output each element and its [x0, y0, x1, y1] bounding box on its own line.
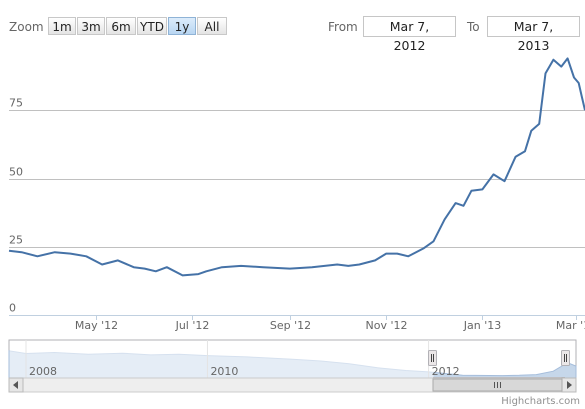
arrow-right-icon: [567, 381, 572, 389]
x-tick-label: Jan '13: [463, 319, 501, 332]
range-button-1y[interactable]: 1y: [168, 17, 196, 35]
scrollbar[interactable]: [8, 377, 577, 393]
range-button-1m[interactable]: 1m: [48, 17, 76, 35]
x-tick-label: Jul '12: [175, 319, 210, 332]
y-axis-labels: 0 25 50 75: [9, 97, 23, 315]
zoom-label: Zoom: [9, 20, 44, 34]
y-tick-label: 50: [9, 166, 23, 179]
range-selector: Zoom 1m 3m 6m YTD 1y All From Mar 7, 201…: [0, 0, 585, 53]
navigator-mask-left: [9, 340, 434, 378]
range-button-3m[interactable]: 3m: [77, 17, 105, 35]
to-label: To: [467, 20, 480, 34]
y-tick-label: 25: [9, 234, 23, 247]
arrow-left-icon: [13, 381, 18, 389]
navigator-handle-left[interactable]: [428, 350, 437, 366]
scrollbar-grip-icon: [494, 382, 501, 388]
range-button-6m[interactable]: 6m: [106, 17, 136, 35]
navigator-handle-right[interactable]: [561, 350, 570, 366]
navigator-year-labels: 2008 2010 2012: [25, 340, 460, 378]
y-tick-label: 0: [9, 302, 16, 315]
x-tick-label: Mar '13: [556, 319, 585, 332]
navigator[interactable]: 2008 2010 2012: [8, 339, 577, 379]
range-button-all[interactable]: All: [197, 17, 227, 35]
x-tick-label: Sep '12: [270, 319, 311, 332]
credits-link[interactable]: Highcharts.com: [501, 396, 580, 407]
range-button-ytd[interactable]: YTD: [137, 17, 167, 35]
from-label: From: [328, 20, 358, 34]
from-date-input[interactable]: Mar 7, 2012: [363, 16, 456, 53]
price-series-line: [8, 57, 585, 277]
y-tick-label: 75: [9, 97, 23, 110]
x-tick-label: May '12: [75, 319, 118, 332]
navigator-year-label: 2010: [210, 365, 238, 378]
navigator-year-label: 2012: [432, 365, 460, 378]
grid-lines: [9, 110, 585, 316]
x-axis: May '12 Jul '12 Sep '12 Nov '12 Jan '13 Mar '…: [9, 315, 585, 332]
x-tick-label: Nov '12: [366, 319, 408, 332]
to-date-input[interactable]: Mar 7, 2013: [487, 16, 580, 53]
navigator-year-label: 2008: [29, 365, 57, 378]
